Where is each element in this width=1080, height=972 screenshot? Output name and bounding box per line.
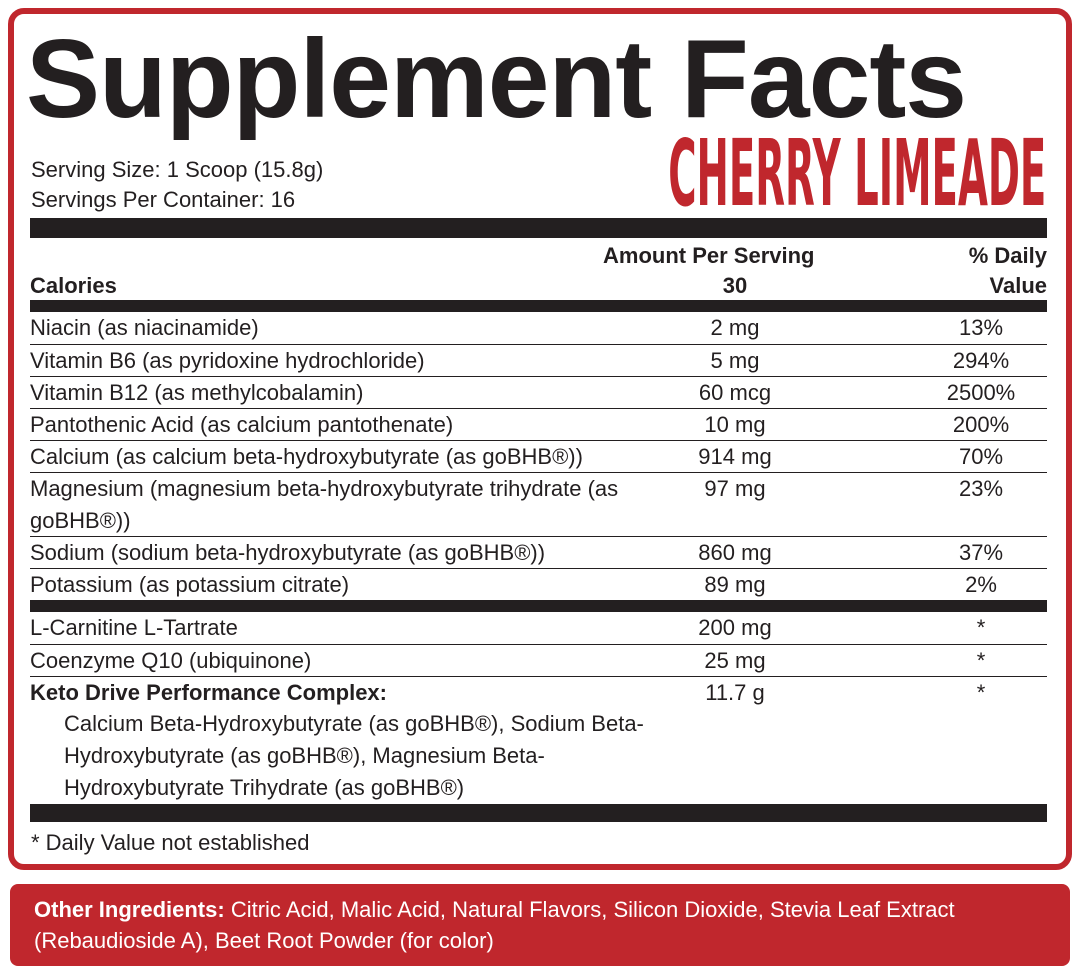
- nutrient-amount: 200 mg: [698, 615, 772, 640]
- dv-header: % Daily Value: [968, 243, 1047, 298]
- nutrient-daily-value: 294%: [952, 348, 1010, 373]
- nutrient-row: Calcium (as calcium beta-hydroxybutyrate…: [30, 440, 1047, 473]
- other-ingredients-label: Other Ingredients:: [34, 897, 225, 922]
- nutrient-row: Vitamin B6 (as pyridoxine hydrochloride)…: [30, 344, 1047, 377]
- nutrient-daily-value: 23%: [958, 476, 1004, 501]
- other-ingredients: Other Ingredients: Citric Acid, Malic Ac…: [10, 884, 1070, 966]
- spacer: [810, 377, 915, 409]
- nutrient-name: Potassium (as potassium citrate): [30, 572, 350, 597]
- nutrient-name: Sodium (sodium beta-hydroxybutyrate (as …: [30, 540, 546, 565]
- spacer: [810, 409, 915, 441]
- nutrient-row: Pantothenic Acid (as calcium pantothenat…: [30, 408, 1047, 441]
- nutrient-row: Coenzyme Q10 (ubiquinone) 25 mg *: [30, 644, 1047, 677]
- footnote: * Daily Value not established: [31, 830, 310, 855]
- nutrient-name: Coenzyme Q10 (ubiquinone): [30, 648, 312, 673]
- facts-panel: [8, 8, 1072, 870]
- nutrient-row: Vitamin B12 (as methylcobalamin) 60 mcg 25…: [30, 376, 1047, 409]
- nutrient-daily-value: *: [976, 648, 986, 673]
- divider: [30, 804, 1047, 822]
- nutrient-daily-value: 2%: [965, 572, 997, 597]
- nutrient-row: Magnesium (magnesium beta-hydroxybutyrat…: [30, 472, 1047, 537]
- nutrient-amount: 5 mg: [710, 348, 760, 373]
- nutrient-row: Niacin (as niacinamide) 2 mg 13%: [30, 312, 1047, 344]
- nutrient-daily-value: 13%: [958, 315, 1004, 340]
- nutrient-name: Vitamin B12 (as methylcobalamin): [30, 380, 364, 405]
- nutrient-amount: 25 mg: [704, 648, 766, 673]
- header-row: Amount Per Serving % Daily Value: [30, 241, 1047, 301]
- nutrient-daily-value: 2500%: [946, 380, 1016, 405]
- nutrient-name: Vitamin B6 (as pyridoxine hydrochloride): [30, 348, 425, 373]
- nutrient-amount: 60 mcg: [698, 380, 772, 405]
- nutrient-daily-value: 70%: [958, 444, 1004, 469]
- complex-amount: 11.7 g: [705, 680, 765, 705]
- nutrient-daily-value: 37%: [958, 540, 1004, 565]
- nutrient-daily-value: *: [976, 615, 986, 640]
- nutrient-amount: 2 mg: [710, 315, 760, 340]
- nutrient-name: L-Carnitine L-Tartrate: [30, 615, 238, 640]
- nutrient-name: Magnesium (magnesium beta-hydroxybutyrat…: [30, 476, 619, 533]
- amount-header: Amount Per Serving: [603, 243, 815, 268]
- spacer: [810, 441, 915, 473]
- nutrient-amount: 97 mg: [704, 476, 766, 501]
- complex-name: Keto Drive Performance Complex:: [30, 680, 387, 705]
- calories-row: Calories 30: [30, 271, 1047, 301]
- nutrient-amount: 89 mg: [704, 572, 766, 597]
- nutrient-name: Calcium (as calcium beta-hydroxybutyrate…: [30, 444, 583, 469]
- calories-amount: 30: [722, 273, 748, 298]
- nutrient-row: L-Carnitine L-Tartrate 200 mg *: [30, 612, 1047, 644]
- spacer: [810, 473, 915, 537]
- spacer: [810, 312, 915, 344]
- nutrient-name: Niacin (as niacinamide): [30, 315, 259, 340]
- other-ingredients-text: Citric Acid, Malic Acid, Natural Flavors…: [34, 897, 955, 953]
- flavor: CHERRY LIMEADE: [667, 120, 1046, 227]
- nutrient-amount: 860 mg: [698, 540, 772, 565]
- complex-description: Calcium Beta-Hydroxybutyrate (as goBHB®)…: [64, 711, 644, 800]
- divider: [30, 300, 1047, 312]
- spacer: [810, 645, 915, 677]
- spacer: [810, 537, 915, 569]
- divider: [30, 600, 1047, 612]
- calories-label: Calories: [30, 273, 117, 298]
- spacer: [810, 677, 915, 709]
- serving-size: Serving Size: 1 Scoop (15.8g): [31, 157, 324, 182]
- title: Supplement Facts: [26, 17, 967, 141]
- nutrient-name: Pantothenic Acid (as calcium pantothenat…: [30, 412, 454, 437]
- nutrient-daily-value: 200%: [952, 412, 1010, 437]
- servings-per-container: Servings Per Container: 16: [31, 187, 296, 212]
- spacer: [810, 345, 915, 377]
- divider: [30, 218, 1047, 238]
- nutrient-amount: 10 mg: [704, 412, 766, 437]
- nutrient-row: Potassium (as potassium citrate) 89 mg 2%: [30, 568, 1047, 601]
- complex-row: Keto Drive Performance Complex: 11.7 g *: [30, 676, 1047, 709]
- spacer: [810, 612, 915, 644]
- nutrient-row: Sodium (sodium beta-hydroxybutyrate (as …: [30, 536, 1047, 569]
- spacer: [810, 569, 915, 601]
- complex-daily-value: *: [976, 680, 986, 705]
- nutrient-amount: 914 mg: [698, 444, 772, 469]
